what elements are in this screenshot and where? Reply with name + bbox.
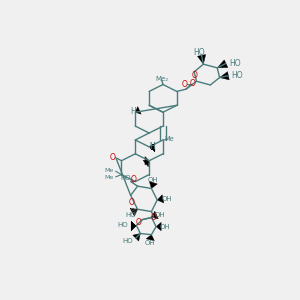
- Text: OH: OH: [155, 212, 166, 218]
- Text: Me₂: Me₂: [155, 76, 168, 82]
- Text: OH: OH: [147, 177, 158, 183]
- Polygon shape: [133, 233, 140, 241]
- Text: O: O: [130, 175, 136, 184]
- Polygon shape: [217, 60, 228, 68]
- Text: O: O: [190, 79, 196, 88]
- Text: HO: HO: [232, 71, 243, 80]
- Text: O: O: [181, 80, 187, 89]
- Text: Me: Me: [164, 136, 174, 142]
- Polygon shape: [152, 211, 158, 219]
- Text: OH: OH: [162, 196, 172, 202]
- Text: Me: Me: [104, 175, 113, 180]
- Polygon shape: [220, 72, 229, 80]
- Text: H: H: [130, 106, 136, 116]
- Polygon shape: [143, 160, 149, 167]
- Text: H: H: [150, 142, 155, 151]
- Text: HO: HO: [117, 222, 128, 228]
- Text: HO: HO: [194, 48, 205, 57]
- Text: Me: Me: [104, 168, 113, 173]
- Text: HO: HO: [229, 59, 241, 68]
- Text: HO: HO: [121, 175, 131, 181]
- Text: HO: HO: [122, 238, 133, 244]
- Text: OH: OH: [160, 224, 170, 230]
- Polygon shape: [146, 235, 154, 241]
- Polygon shape: [156, 222, 161, 231]
- Text: O: O: [151, 213, 157, 222]
- Polygon shape: [157, 195, 164, 203]
- Polygon shape: [145, 157, 149, 165]
- Polygon shape: [135, 106, 141, 114]
- Text: H: H: [150, 142, 155, 151]
- Text: OH: OH: [145, 240, 156, 246]
- Polygon shape: [149, 182, 157, 188]
- Text: O: O: [129, 198, 135, 207]
- Text: O: O: [110, 153, 116, 162]
- Polygon shape: [197, 55, 206, 64]
- Text: O: O: [135, 218, 141, 227]
- Text: HO: HO: [125, 212, 136, 218]
- Text: O: O: [191, 71, 197, 80]
